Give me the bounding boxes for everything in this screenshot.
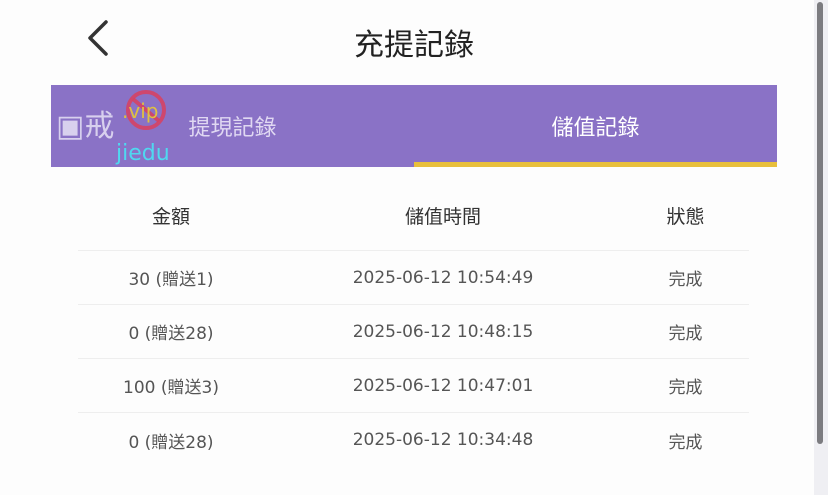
table-row: 0 (贈送28) 2025-06-12 10:48:15 完成 [78, 305, 749, 359]
time-cell: 2025-06-12 10:47:01 [352, 375, 534, 396]
status-cell: 完成 [668, 270, 703, 290]
tab-withdraw-records[interactable]: 提現記錄 [188, 116, 277, 141]
status-cell: 完成 [668, 432, 703, 453]
amount-cell: 100 (贈送3) [123, 378, 219, 398]
table-row: 30 (贈送1) 2025-06-12 10:54:49 完成 [78, 251, 749, 305]
scrollbar-thumb[interactable] [817, 2, 823, 444]
header: 充提記錄 [0, 0, 812, 80]
table-row: 100 (贈送3) 2025-06-12 10:47:01 完成 [78, 359, 749, 413]
tab-bar: 提現記錄 儲值記錄 [51, 85, 777, 167]
back-button[interactable] [82, 18, 118, 58]
table-header: 金額 儲值時間 狀態 [78, 180, 749, 251]
page-title: 充提記錄 [354, 28, 474, 63]
status-cell: 完成 [668, 378, 703, 398]
column-header-time: 儲值時間 [404, 205, 481, 228]
time-cell: 2025-06-12 10:48:15 [352, 321, 534, 342]
status-cell: 完成 [668, 324, 703, 344]
column-header-amount: 金額 [151, 205, 190, 228]
chevron-left-icon [88, 20, 108, 56]
amount-cell: 0 (贈送28) [128, 432, 214, 453]
time-cell: 2025-06-12 10:54:49 [352, 267, 534, 288]
time-cell: 2025-06-12 10:34:48 [352, 430, 534, 450]
amount-cell: 0 (贈送28) [128, 324, 214, 344]
deposit-records-table: 金額 儲值時間 狀態 30 (贈送1) 2025-06-12 10:54:49 … [78, 180, 749, 467]
tab-deposit-records[interactable]: 儲值記錄 [414, 85, 777, 167]
column-header-status: 狀態 [666, 205, 705, 228]
scrollbar[interactable] [814, 0, 828, 495]
amount-cell: 30 (贈送1) [128, 270, 214, 290]
table-row: 0 (贈送28) 2025-06-12 10:34:48 完成 [78, 413, 749, 467]
